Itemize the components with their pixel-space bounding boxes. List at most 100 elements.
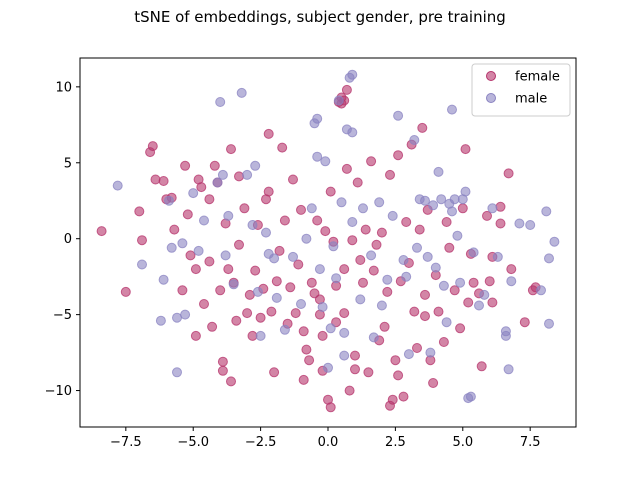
point-female-99	[379, 321, 390, 332]
point-female-2	[134, 206, 145, 217]
point-male-75	[438, 280, 449, 291]
legend-label-male: male	[515, 92, 547, 107]
point-female-95	[368, 265, 379, 276]
point-male-71	[428, 200, 439, 211]
point-female-29	[223, 264, 234, 275]
point-female-94	[366, 156, 377, 167]
point-female-73	[325, 186, 336, 197]
point-female-48	[269, 367, 280, 378]
point-female-60	[298, 374, 309, 385]
point-male-73	[433, 166, 444, 177]
point-male-2	[155, 315, 166, 326]
point-female-132	[468, 277, 479, 288]
point-female-81	[339, 264, 350, 275]
point-male-10	[188, 188, 199, 199]
point-female-126	[449, 285, 460, 296]
point-male-43	[331, 273, 342, 284]
point-female-51	[277, 142, 288, 153]
point-female-47	[266, 306, 277, 317]
point-female-1	[120, 286, 131, 297]
point-male-27	[269, 253, 280, 264]
point-female-129	[460, 144, 471, 155]
point-female-96	[371, 239, 382, 250]
point-female-56	[290, 308, 301, 319]
point-male-50	[347, 217, 358, 227]
point-male-21	[247, 220, 258, 230]
point-female-138	[487, 297, 498, 308]
point-female-18	[196, 182, 207, 193]
point-female-100	[382, 286, 393, 297]
point-female-134	[476, 361, 487, 372]
point-female-86	[347, 235, 358, 246]
point-female-62	[304, 355, 315, 366]
point-male-66	[412, 242, 422, 253]
point-female-124	[441, 217, 452, 227]
y-tick-label: −10	[45, 384, 72, 399]
point-female-46	[263, 128, 274, 139]
point-female-30	[226, 376, 236, 387]
y-tick-label: 0	[64, 232, 72, 247]
point-female-5	[147, 141, 158, 152]
point-male-102	[447, 104, 457, 115]
point-male-33	[306, 203, 317, 214]
point-male-23	[252, 286, 263, 297]
point-female-117	[420, 311, 430, 322]
point-male-63	[401, 271, 412, 282]
point-female-27	[217, 365, 228, 376]
y-axis: −10 −5 0 5 10	[45, 80, 80, 399]
point-male-61	[393, 110, 404, 121]
point-female-113	[412, 343, 422, 353]
x-tick-label: 2.5	[385, 435, 406, 450]
point-female-101	[385, 169, 395, 180]
point-female-11	[177, 285, 188, 296]
point-male-64	[403, 349, 414, 360]
point-female-26	[217, 356, 228, 367]
point-male-89	[487, 203, 498, 214]
point-male-8	[177, 238, 188, 249]
point-male-57	[374, 197, 385, 208]
point-male-16	[220, 250, 231, 261]
point-female-70	[320, 226, 331, 237]
point-female-136	[484, 276, 495, 287]
point-male-101	[549, 236, 560, 247]
plot-frame	[79, 57, 577, 428]
point-female-12	[180, 160, 191, 171]
point-female-128	[457, 203, 468, 214]
x-tick-label: −2.5	[245, 435, 277, 450]
point-female-130	[463, 297, 474, 308]
point-female-54	[285, 282, 296, 293]
point-female-103	[387, 394, 398, 405]
point-female-122	[433, 306, 444, 317]
point-female-139	[495, 201, 506, 212]
point-male-36	[312, 151, 323, 162]
point-male-69	[422, 251, 433, 262]
point-male-0	[112, 180, 123, 191]
point-male-74	[436, 194, 447, 205]
point-female-52	[279, 215, 290, 226]
point-female-115	[417, 122, 428, 133]
point-female-15	[190, 264, 201, 275]
point-female-92	[360, 224, 371, 235]
point-male-96	[525, 220, 536, 230]
point-female-63	[306, 277, 317, 288]
point-female-114	[414, 224, 425, 235]
point-female-21	[204, 194, 215, 205]
legend: female male	[471, 63, 571, 117]
point-female-42	[255, 312, 266, 323]
point-female-135	[482, 210, 492, 221]
point-female-105	[393, 370, 404, 381]
legend-label-female: female	[515, 70, 560, 85]
point-male-93	[503, 364, 514, 375]
point-female-37	[242, 308, 253, 319]
point-female-140	[495, 218, 506, 229]
point-male-47	[339, 327, 350, 338]
point-male-32	[301, 233, 312, 244]
x-tick-label: 0.0	[318, 435, 339, 450]
point-female-93	[363, 367, 374, 378]
point-male-13	[212, 177, 223, 188]
point-male-51	[347, 127, 358, 138]
point-female-23	[209, 160, 220, 171]
point-female-84	[341, 163, 352, 174]
point-female-88	[350, 364, 360, 375]
